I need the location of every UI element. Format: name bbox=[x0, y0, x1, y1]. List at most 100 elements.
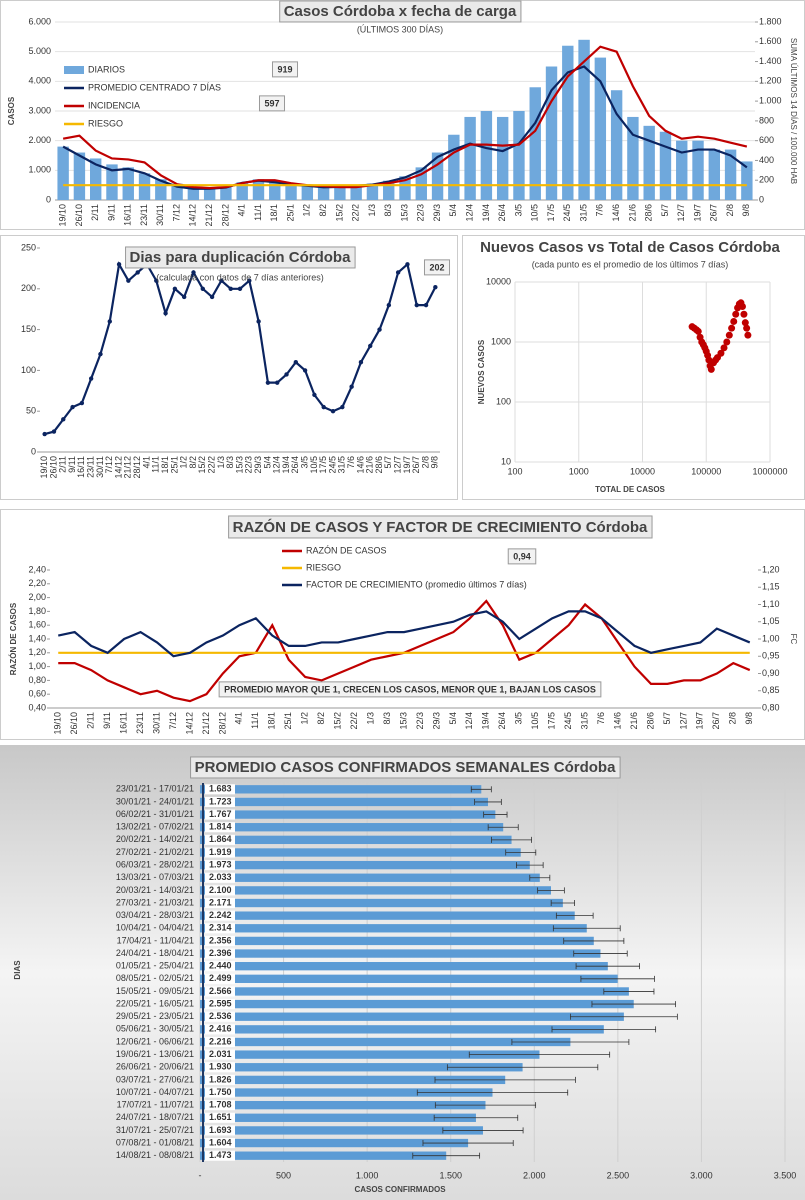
x-tick-label: 1/3 bbox=[365, 712, 375, 725]
point bbox=[433, 284, 438, 290]
y2-tick-label: 1.400 bbox=[759, 56, 782, 66]
x-tick-label: 16/11 bbox=[118, 712, 128, 734]
y-tick-label: 08/05/21 - 02/05/21 bbox=[116, 973, 194, 983]
x-tick-label: 26/7 bbox=[709, 204, 719, 222]
value-label: 2.440 bbox=[209, 961, 232, 971]
bar bbox=[200, 1037, 571, 1047]
point bbox=[61, 417, 66, 422]
panel bbox=[0, 235, 458, 500]
bar bbox=[317, 186, 330, 200]
y-tick-label: 0 bbox=[46, 194, 51, 204]
value-label: 1.473 bbox=[209, 1150, 232, 1160]
x-tick-label: 28/6 bbox=[644, 204, 654, 222]
value-label: 1.723 bbox=[209, 796, 232, 806]
bar bbox=[200, 1126, 483, 1135]
point bbox=[265, 380, 271, 385]
x-tick-label: 19/4 bbox=[281, 456, 291, 474]
label-box bbox=[205, 834, 235, 845]
y-tick-label: 1,80 bbox=[28, 606, 46, 616]
x-tick-label: 3/5 bbox=[514, 712, 524, 725]
label-box bbox=[423, 259, 451, 276]
chart-title: Dias para duplicación Córdoba bbox=[130, 249, 352, 266]
point bbox=[717, 349, 725, 357]
point bbox=[730, 317, 738, 325]
bar bbox=[610, 90, 623, 200]
y-tick-label: 1,60 bbox=[28, 620, 46, 630]
x-tick-label: 26/10 bbox=[69, 712, 79, 735]
bar bbox=[200, 898, 563, 908]
x-tick-label: 5/4 bbox=[448, 712, 458, 725]
x-tick-label: 1000000 bbox=[752, 466, 787, 476]
point bbox=[741, 319, 749, 327]
y2-tick-label: 1,05 bbox=[762, 616, 780, 626]
x-tick-label: 4/1 bbox=[234, 712, 244, 725]
x-tick-label: 11/1 bbox=[250, 712, 260, 729]
x-tick-label: 26/4 bbox=[497, 204, 507, 222]
panel bbox=[0, 745, 805, 1200]
x-tick-label: 17/5 bbox=[546, 204, 556, 222]
y2-tick-label: 0,80 bbox=[762, 702, 780, 712]
value-label: 1.693 bbox=[209, 1125, 232, 1135]
bar bbox=[200, 848, 521, 857]
value-label: 1.864 bbox=[209, 834, 232, 844]
value-label: 1.826 bbox=[209, 1074, 232, 1084]
annotation: 0,94 bbox=[513, 551, 531, 561]
bar bbox=[200, 1050, 540, 1059]
point bbox=[219, 278, 224, 283]
y-tick-label: 2.000 bbox=[28, 135, 51, 145]
x-tick-label: 12/4 bbox=[464, 712, 474, 730]
x-tick-label: 5/7 bbox=[383, 456, 393, 469]
y-tick-label: 50 bbox=[26, 406, 36, 416]
value-label: 2.356 bbox=[209, 935, 232, 945]
y2-axis-label: FC bbox=[789, 634, 798, 645]
x-tick-label: 7/12 bbox=[104, 456, 114, 474]
x-tick-label: 11/1 bbox=[253, 204, 263, 221]
annotation: 202 bbox=[429, 262, 444, 272]
y-axis-label: CASOS bbox=[7, 96, 16, 125]
value-label: 2.242 bbox=[209, 910, 232, 920]
point bbox=[377, 327, 382, 332]
bar bbox=[200, 1100, 486, 1110]
x-tick-label: 5/4 bbox=[262, 456, 272, 469]
chart-subtitle: (calculada con datos de 7 días anteriore… bbox=[156, 272, 324, 282]
x-tick-label: - bbox=[199, 1170, 202, 1180]
x-tick-label: 19/10 bbox=[58, 204, 68, 227]
label-box bbox=[205, 973, 235, 984]
point bbox=[126, 278, 131, 283]
chart-title: PROMEDIO CASOS CONFIRMADOS SEMANALES Cór… bbox=[195, 759, 617, 776]
x-tick-label: 23/11 bbox=[86, 456, 96, 478]
x-tick-label: 1.500 bbox=[439, 1170, 462, 1180]
bar bbox=[200, 873, 540, 882]
y-tick-label: 1,40 bbox=[28, 633, 46, 643]
x-tick-label: 1/2 bbox=[302, 204, 312, 217]
y-tick-label: 20/03/21 - 14/03/21 bbox=[116, 885, 194, 895]
x-tick-label: 18/1 bbox=[160, 456, 170, 474]
y2-tick-label: 0,90 bbox=[762, 668, 780, 678]
x-tick-label: 2/11 bbox=[58, 456, 68, 473]
value-label: 1.973 bbox=[209, 859, 232, 869]
y2-tick-label: 0,85 bbox=[762, 685, 780, 695]
y-tick-label: 19/06/21 - 13/06/21 bbox=[116, 1049, 194, 1059]
label-box bbox=[205, 923, 235, 934]
point bbox=[414, 302, 419, 308]
x-tick-label: 4/1 bbox=[237, 204, 247, 217]
x-tick-label: 7/6 bbox=[346, 456, 356, 469]
label-box bbox=[205, 986, 235, 997]
x-tick-label: 15/2 bbox=[333, 712, 343, 730]
x-tick-label: 14/6 bbox=[612, 712, 622, 730]
point bbox=[720, 344, 728, 352]
label-box bbox=[218, 681, 602, 698]
x-tick-label: 18/1 bbox=[269, 204, 279, 222]
point bbox=[154, 278, 159, 283]
point bbox=[51, 429, 57, 434]
x-tick-label: 2/8 bbox=[420, 456, 430, 469]
x-tick-label: 10/5 bbox=[309, 456, 319, 474]
bar bbox=[200, 1025, 604, 1034]
y-tick-label: 17/04/21 - 11/04/21 bbox=[117, 935, 194, 945]
label-box bbox=[205, 872, 235, 883]
bar bbox=[200, 1075, 506, 1085]
x-tick-label: 29/3 bbox=[253, 456, 263, 474]
y-tick-label: 10/04/21 - 04/04/21 bbox=[116, 923, 194, 933]
value-label: 1.814 bbox=[209, 822, 232, 832]
